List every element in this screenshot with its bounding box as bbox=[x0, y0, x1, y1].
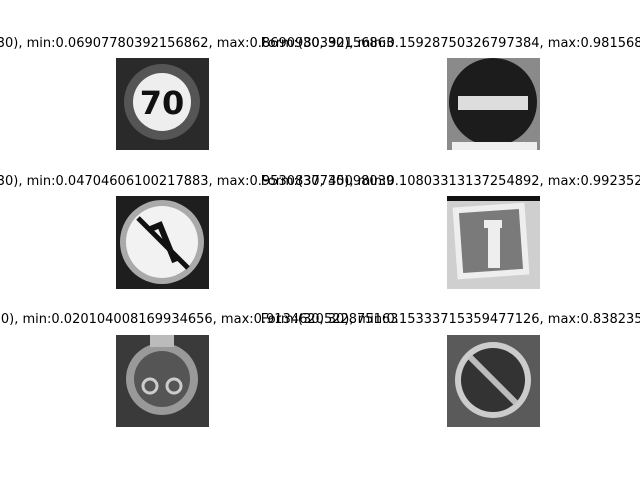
image: 70 bbox=[116, 58, 209, 150]
image bbox=[447, 58, 540, 150]
subplot-title: Form:(30, 30), min:0.020104008169934656,… bbox=[0, 312, 398, 327]
subplot-title: Form:(30, 30), min:0.15928750326797384, … bbox=[261, 36, 640, 51]
image bbox=[116, 335, 209, 427]
svg-text:70: 70 bbox=[140, 84, 185, 122]
image bbox=[116, 196, 209, 289]
subplot-title: Form:(30, 30), min:0.04704606100217883, … bbox=[0, 174, 394, 189]
subplot-title: Form:(30, 30), min:0.15333715359477126, … bbox=[261, 312, 640, 327]
image bbox=[447, 335, 540, 427]
subplot-title: Form:(30, 30), min:0.06907780392156862, … bbox=[0, 36, 394, 51]
subplot-title: Form:(30, 30), min:0.10803313137254892, … bbox=[261, 174, 640, 189]
image bbox=[447, 196, 540, 289]
